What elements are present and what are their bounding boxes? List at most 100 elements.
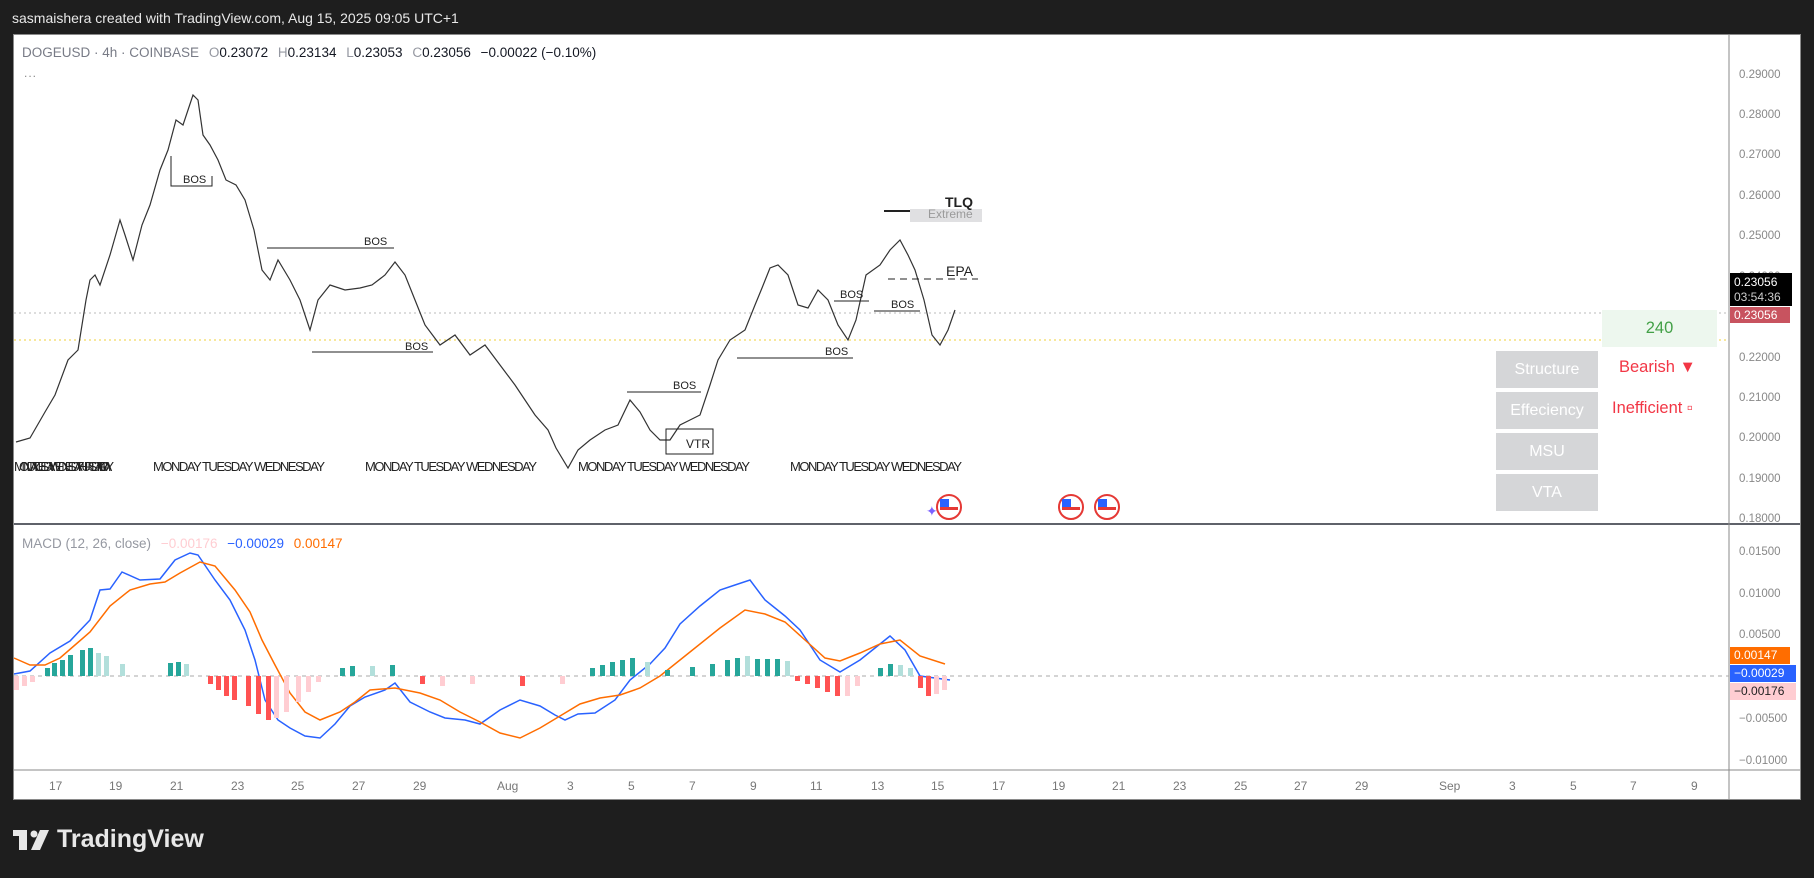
svg-text:27: 27 [1294, 779, 1308, 793]
svg-text:29: 29 [413, 779, 427, 793]
svg-text:27: 27 [352, 779, 366, 793]
svg-text:BOS: BOS [825, 346, 848, 358]
svg-text:0.20000: 0.20000 [1739, 432, 1781, 444]
svg-text:23: 23 [1173, 779, 1187, 793]
symbol-info[interactable]: DOGEUSD · 4h · COINBASE [22, 45, 200, 60]
svg-text:9: 9 [1691, 779, 1698, 793]
structure-value: Bearish ▼ [1619, 358, 1696, 376]
candles [15, 93, 956, 470]
macd-axis[interactable]: 0.01500 0.01000 0.00500 −0.00500 −0.0100… [1739, 546, 1787, 767]
counter-box: 240 [1602, 310, 1717, 347]
svg-text:7: 7 [1630, 779, 1637, 793]
svg-text:3: 3 [1509, 779, 1516, 793]
credit-bar: sasmaishera created with TradingView.com… [0, 0, 1814, 34]
svg-text:BOS: BOS [183, 174, 206, 186]
economic-events[interactable]: ✦ [926, 494, 1120, 520]
svg-text:0.01500: 0.01500 [1739, 546, 1781, 558]
svg-text:15: 15 [931, 779, 945, 793]
hist-tag: −0.00176 [1730, 683, 1796, 700]
svg-text:Extreme: Extreme [928, 207, 973, 221]
credit-text: sasmaishera created with TradingView.com… [12, 10, 459, 26]
symbol-legend[interactable]: DOGEUSD · 4h · COINBASE O0.23072 H0.2313… [22, 45, 597, 60]
signal-tag: 0.00147 [1730, 647, 1790, 664]
svg-text:29: 29 [1355, 779, 1369, 793]
last-price-tag: 0.23056 03:54:36 [1730, 273, 1792, 306]
svg-text:5: 5 [1570, 779, 1577, 793]
tradingview-logo[interactable]: TradingView [13, 825, 204, 854]
svg-text:17: 17 [992, 779, 1006, 793]
svg-text:✦: ✦ [926, 503, 938, 519]
svg-text:21: 21 [170, 779, 184, 793]
svg-text:0.25000: 0.25000 [1739, 230, 1781, 242]
svg-text:0.19000: 0.19000 [1739, 473, 1781, 485]
svg-text:7: 7 [689, 779, 696, 793]
svg-text:BOS: BOS [840, 289, 863, 301]
change-value: −0.00022 (−0.10%) [480, 45, 597, 60]
time-axis[interactable]: 17 19 21 23 25 27 29 Aug 3 5 7 9 11 13 1… [49, 779, 1698, 793]
brand-name: TradingView [57, 825, 204, 853]
low-value: 0.23053 [353, 45, 403, 60]
svg-text:0.27000: 0.27000 [1739, 149, 1781, 161]
efficiency-button[interactable]: Effeciency [1496, 392, 1598, 429]
svg-text:0.01000: 0.01000 [1739, 588, 1781, 600]
svg-text:25: 25 [1234, 779, 1248, 793]
vta-button[interactable]: VTA [1496, 474, 1598, 511]
macd-histogram [14, 648, 947, 720]
signal-value: 0.00147 [293, 536, 343, 551]
svg-text:BOS: BOS [891, 299, 914, 311]
svg-text:−0.01000: −0.01000 [1739, 755, 1787, 767]
svg-text:0.26000: 0.26000 [1739, 190, 1781, 202]
svg-text:9: 9 [750, 779, 757, 793]
svg-text:MONDAY TUESDAY WEDNESDAY THURS: MONDAY TUESDAY WEDNESDAY THURSDAY FRIDAY [14, 459, 114, 474]
macd-tag: −0.00029 [1730, 665, 1796, 682]
svg-text:11: 11 [810, 779, 823, 793]
svg-text:25: 25 [291, 779, 305, 793]
structure-button[interactable]: Structure [1496, 351, 1598, 388]
svg-text:0.00500: 0.00500 [1739, 629, 1781, 641]
svg-text:0.18000: 0.18000 [1739, 513, 1781, 525]
bos-labels: BOS BOS BOS BOS BOS BOS BOS VTR TLQ Extr… [183, 174, 974, 451]
high-value: 0.23134 [287, 45, 337, 60]
svg-text:0.22000: 0.22000 [1739, 352, 1781, 364]
svg-text:3: 3 [567, 779, 574, 793]
svg-text:17: 17 [49, 779, 63, 793]
macd-hist-value: −0.00176 [160, 536, 218, 551]
efficiency-value: Inefficient ▫ [1612, 399, 1693, 417]
svg-text:BOS: BOS [673, 380, 696, 392]
macd-legend[interactable]: MACD (12, 26, close) −0.00176 −0.00029 0… [22, 536, 343, 551]
svg-text:19: 19 [1052, 779, 1066, 793]
session-day-labels: MONDAY TUESDAY WEDNESDAY THURSDAY FRIDAY… [14, 459, 962, 474]
svg-text:TLQ: TLQ [945, 194, 973, 210]
svg-text:0.29000: 0.29000 [1739, 69, 1781, 81]
more-indicators-button[interactable]: ... [24, 66, 38, 80]
svg-text:19: 19 [109, 779, 123, 793]
svg-text:21: 21 [1112, 779, 1126, 793]
svg-text:13: 13 [871, 779, 885, 793]
open-value: 0.23072 [219, 45, 269, 60]
svg-text:0.21000: 0.21000 [1739, 392, 1781, 404]
svg-text:0.28000: 0.28000 [1739, 109, 1781, 121]
svg-text:23: 23 [231, 779, 245, 793]
svg-text:MONDAY TUESDAY WEDNESDAY: MONDAY TUESDAY WEDNESDAY [153, 459, 325, 474]
bos-lines [170, 156, 982, 393]
svg-text:VTR: VTR [686, 437, 710, 451]
bid-price-tag: 0.23056 [1730, 307, 1790, 323]
svg-text:5: 5 [628, 779, 635, 793]
close-value: 0.23056 [422, 45, 471, 60]
msu-button[interactable]: MSU [1496, 433, 1598, 470]
svg-text:BOS: BOS [405, 341, 428, 353]
svg-text:EPA: EPA [946, 263, 974, 279]
svg-text:Aug: Aug [497, 779, 518, 793]
svg-text:MONDAY TUESDAY WEDNESDAY: MONDAY TUESDAY WEDNESDAY [790, 459, 962, 474]
svg-text:−0.00500: −0.00500 [1739, 713, 1787, 725]
macd-title[interactable]: MACD (12, 26, close) [22, 536, 152, 551]
macd-value: −0.00029 [227, 536, 284, 551]
svg-text:MONDAY TUESDAY WEDNESDAY: MONDAY TUESDAY WEDNESDAY [365, 459, 537, 474]
macd-line [13, 552, 951, 739]
tradingview-logo-icon [13, 829, 49, 850]
svg-text:Sep: Sep [1439, 779, 1461, 793]
signal-line [13, 561, 946, 739]
svg-text:BOS: BOS [364, 236, 387, 248]
svg-text:MONDAY TUESDAY WEDNESDAY: MONDAY TUESDAY WEDNESDAY [578, 459, 750, 474]
